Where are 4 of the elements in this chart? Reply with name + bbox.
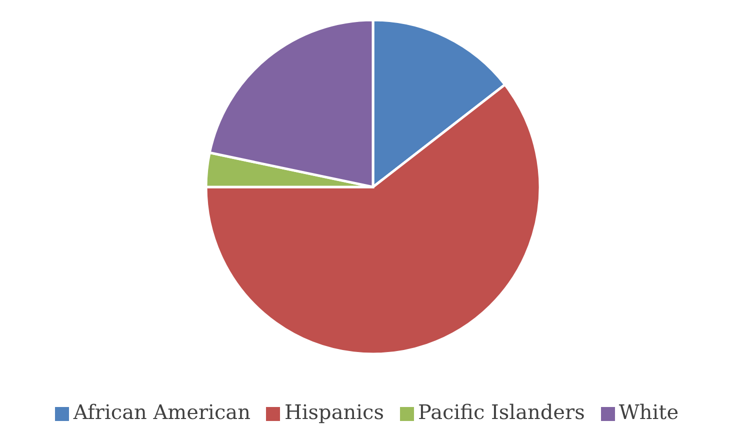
legend-label: White xyxy=(618,400,679,424)
legend-label: Hispanics xyxy=(284,400,384,424)
legend-label: Pacific Islanders xyxy=(418,400,585,424)
legend-label: African American xyxy=(73,400,250,424)
